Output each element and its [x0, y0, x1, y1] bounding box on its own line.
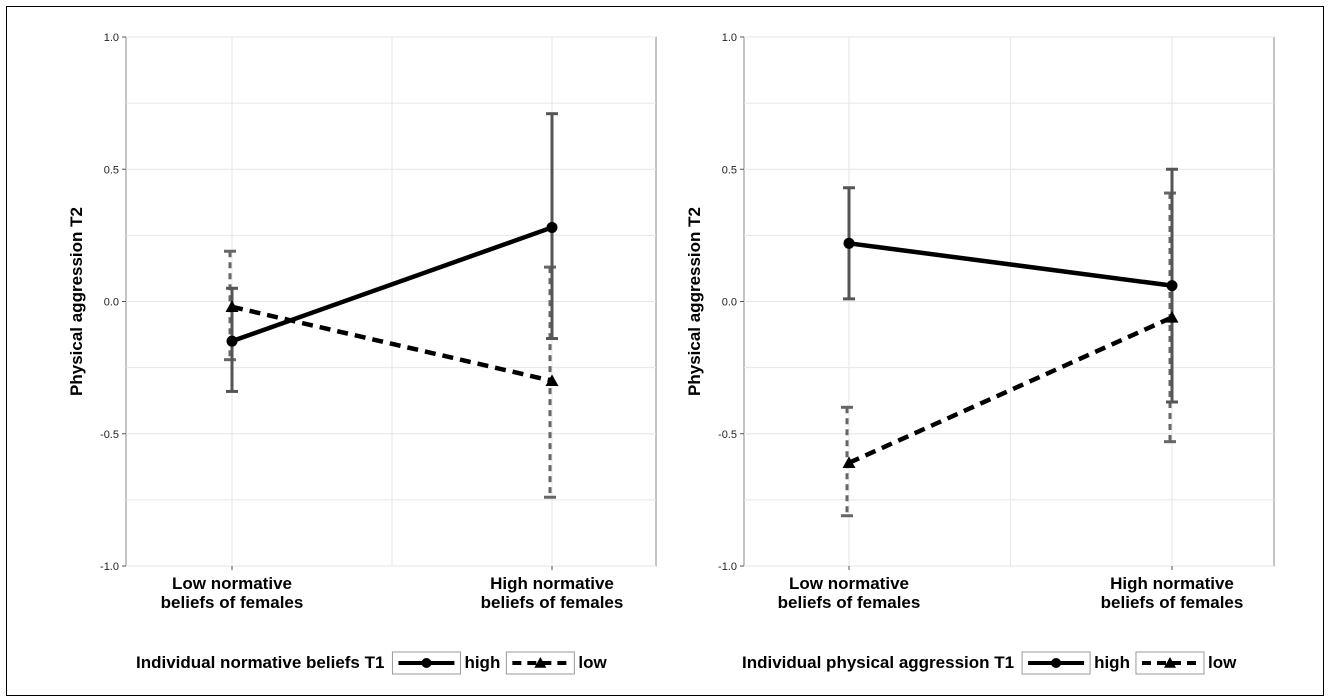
y-tick-label: 0.5	[722, 164, 737, 176]
y-tick-label: -0.5	[100, 429, 119, 441]
point-low	[225, 300, 239, 312]
legend-label-low: low	[578, 653, 607, 672]
series-line-low	[231, 304, 553, 384]
point-low	[545, 374, 559, 387]
y-axis-title: Physical aggression T2	[685, 207, 704, 396]
legend-marker-low	[1163, 657, 1176, 668]
x-category-label: Low normative	[789, 574, 909, 593]
x-category-label: High normative	[490, 574, 614, 593]
y-tick-label: 1.0	[722, 32, 737, 44]
y-tick-label: -1.0	[100, 561, 119, 573]
point-high	[546, 221, 558, 233]
x-category-label: Low normative	[172, 574, 292, 593]
x-category-label: beliefs of females	[481, 593, 624, 612]
legend-title: Individual normative beliefs T1	[136, 653, 384, 672]
legend-label-high: high	[1094, 653, 1130, 672]
y-tick-label: 0.5	[104, 164, 119, 176]
panel-1: 1.0 0.5 0.0 -0.5 -1.0 Physical aggression T2 L…	[67, 32, 657, 675]
point-low	[1165, 310, 1179, 323]
y-tick-label: -0.5	[718, 429, 737, 441]
x-category-label: beliefs of females	[1101, 593, 1244, 612]
x-category-label: beliefs of females	[778, 593, 921, 612]
y-tick-label: 0.0	[104, 297, 119, 309]
point-high	[843, 237, 855, 249]
legend-marker-high	[421, 658, 432, 668]
panel-2: 1.0 0.5 0.0 -0.5 -1.0 Physical aggression T2 L…	[685, 32, 1275, 675]
point-high	[226, 335, 238, 347]
series-line-high	[848, 241, 1173, 288]
point-low	[842, 456, 856, 469]
series-line-high	[231, 225, 553, 344]
point-high	[1166, 280, 1178, 292]
legend-title: Individual physical aggression T1	[742, 653, 1014, 672]
legend-marker-high	[1051, 658, 1062, 668]
y-tick-label: 1.0	[104, 32, 119, 44]
legend: Individual physical aggression T1 high low	[742, 651, 1237, 675]
legend: Individual normative beliefs T1 high low	[136, 651, 607, 675]
y-axis-title: Physical aggression T2	[67, 207, 86, 396]
x-category-label: beliefs of females	[161, 593, 304, 612]
legend-marker-low	[534, 657, 547, 668]
legend-label-low: low	[1208, 653, 1237, 672]
series-line-low	[848, 315, 1173, 465]
figure-frame	[6, 6, 1324, 696]
y-tick-label: 0.0	[722, 297, 737, 309]
x-category-label: High normative	[1110, 574, 1234, 593]
legend-label-high: high	[464, 653, 500, 672]
y-tick-label: -1.0	[718, 561, 737, 573]
